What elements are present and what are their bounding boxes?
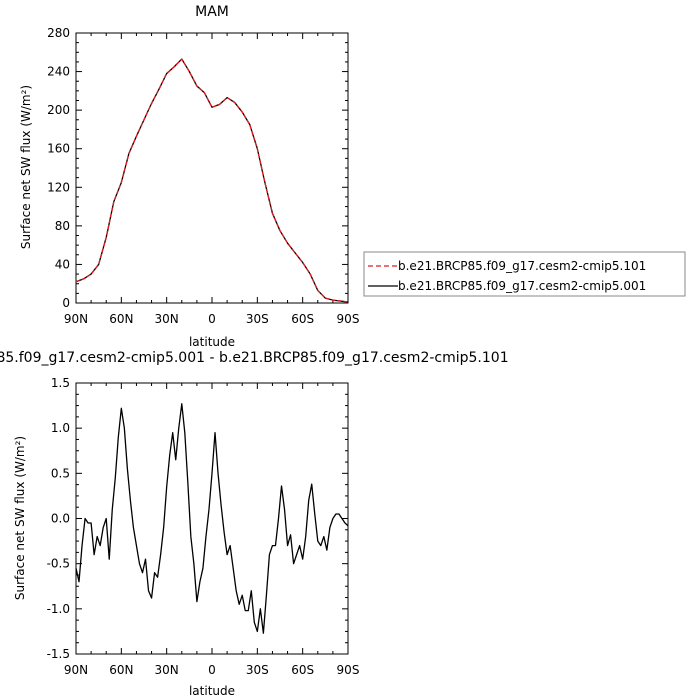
top-y-axis-title: Surface net SW flux (W/m²) xyxy=(19,85,33,249)
bottom-series-line-0 xyxy=(75,403,349,634)
bottom-x-tick-label: 30N xyxy=(155,663,179,677)
top-y-tick-label: 80 xyxy=(55,219,70,233)
top-series-lines xyxy=(75,58,349,303)
bottom-x-tick-label: 90N xyxy=(64,663,88,677)
bottom-y-tick-label: -0.5 xyxy=(47,557,70,571)
top-x-tick-label: 0 xyxy=(208,312,216,326)
bottom-y-tick-label: -1.5 xyxy=(47,647,70,661)
bottom-x-tick-label: 30S xyxy=(246,663,269,677)
top-series-line-1 xyxy=(75,58,349,303)
bottom-y-tick-label: 1.0 xyxy=(51,421,70,435)
legend-box xyxy=(363,251,686,297)
top-series-line-0 xyxy=(75,58,349,303)
top-x-tick-label: 30S xyxy=(246,312,269,326)
top-y-tick-label: 280 xyxy=(47,26,70,40)
top-x-tick-label: 60S xyxy=(291,312,314,326)
bottom-series-lines xyxy=(75,403,349,634)
bottom-y-tick-label: 0.0 xyxy=(51,512,70,526)
bottom-y-tick-label: 0.5 xyxy=(51,466,70,480)
bottom-x-tick-label: 90S xyxy=(337,663,360,677)
legend: b.e21.BRCP85.f09_g17.cesm2-cmip5.101 b.e… xyxy=(363,251,686,297)
legend-label-control: b.e21.BRCP85.f09_g17.cesm2-cmip5.001 xyxy=(398,279,646,293)
bottom-y-axis: -1.5 -1.0 -0.5 0.0 0.5 1.0 1.5 xyxy=(47,376,348,661)
top-panel: MAM 0 40 80 120 160 200 240 280 90N 60N 30N 0 30S 60… xyxy=(19,4,359,349)
bottom-plot-title: b.e21.BRCP85.f09_g17.cesm2-cmip5.001 - b… xyxy=(0,350,509,366)
top-x-axis: 90N 60N 30N 0 30S 60S 90S xyxy=(64,33,360,326)
top-x-tick-label: 60N xyxy=(109,312,133,326)
top-y-tick-label: 40 xyxy=(55,257,70,271)
top-y-tick-label: 240 xyxy=(47,65,70,79)
legend-label-case: b.e21.BRCP85.f09_g17.cesm2-cmip5.101 xyxy=(398,259,646,273)
bottom-x-tick-label: 60N xyxy=(109,663,133,677)
bottom-y-tick-label: 1.5 xyxy=(51,376,70,390)
bottom-panel: b.e21.BRCP85.f09_g17.cesm2-cmip5.001 - b… xyxy=(0,350,509,698)
bottom-x-tick-label: 60S xyxy=(291,663,314,677)
bottom-x-axis-title: latitude xyxy=(189,684,235,698)
top-x-tick-label: 90S xyxy=(337,312,360,326)
top-y-tick-label: 120 xyxy=(47,180,70,194)
top-y-tick-label: 160 xyxy=(47,142,70,156)
bottom-x-tick-label: 0 xyxy=(208,663,216,677)
top-plot-title: MAM xyxy=(195,4,229,20)
top-y-axis: 0 40 80 120 160 200 240 280 xyxy=(47,26,348,310)
top-x-axis-title: latitude xyxy=(189,335,235,349)
top-x-tick-label: 30N xyxy=(155,312,179,326)
bottom-x-axis: 90N 60N 30N 0 30S 60S 90S xyxy=(64,383,360,677)
top-y-tick-label: 0 xyxy=(62,296,70,310)
bottom-y-axis-title: Surface net SW flux (W/m²) xyxy=(13,436,27,600)
bottom-y-tick-label: -1.0 xyxy=(47,602,70,616)
top-y-tick-label: 200 xyxy=(47,103,70,117)
top-plot-frame xyxy=(75,32,349,304)
top-x-tick-label: 90N xyxy=(64,312,88,326)
